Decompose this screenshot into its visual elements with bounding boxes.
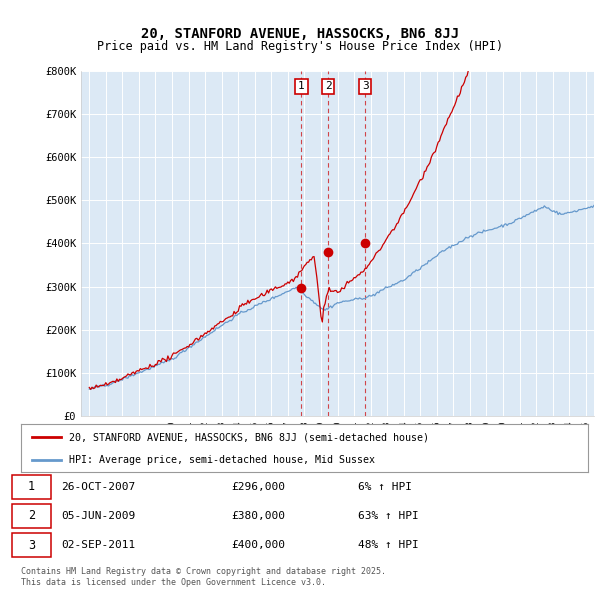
Text: 48% ↑ HPI: 48% ↑ HPI: [358, 540, 418, 550]
Text: 1: 1: [28, 480, 35, 493]
Text: 2: 2: [28, 509, 35, 523]
Text: 20, STANFORD AVENUE, HASSOCKS, BN6 8JJ: 20, STANFORD AVENUE, HASSOCKS, BN6 8JJ: [141, 27, 459, 41]
Text: 20, STANFORD AVENUE, HASSOCKS, BN6 8JJ (semi-detached house): 20, STANFORD AVENUE, HASSOCKS, BN6 8JJ (…: [69, 432, 429, 442]
FancyBboxPatch shape: [12, 504, 50, 528]
Text: Price paid vs. HM Land Registry's House Price Index (HPI): Price paid vs. HM Land Registry's House …: [97, 40, 503, 53]
Text: £296,000: £296,000: [231, 481, 285, 491]
Text: 63% ↑ HPI: 63% ↑ HPI: [358, 511, 418, 521]
Text: Contains HM Land Registry data © Crown copyright and database right 2025.
This d: Contains HM Land Registry data © Crown c…: [21, 568, 386, 586]
Text: HPI: Average price, semi-detached house, Mid Sussex: HPI: Average price, semi-detached house,…: [69, 455, 375, 465]
Text: 02-SEP-2011: 02-SEP-2011: [61, 540, 135, 550]
Text: 6% ↑ HPI: 6% ↑ HPI: [358, 481, 412, 491]
FancyBboxPatch shape: [12, 533, 50, 557]
Text: 3: 3: [362, 81, 368, 91]
Text: 2: 2: [325, 81, 331, 91]
FancyBboxPatch shape: [12, 475, 50, 499]
Text: £400,000: £400,000: [231, 540, 285, 550]
Text: 3: 3: [28, 539, 35, 552]
Text: 26-OCT-2007: 26-OCT-2007: [61, 481, 135, 491]
Text: 1: 1: [298, 81, 305, 91]
Text: 05-JUN-2009: 05-JUN-2009: [61, 511, 135, 521]
Text: £380,000: £380,000: [231, 511, 285, 521]
